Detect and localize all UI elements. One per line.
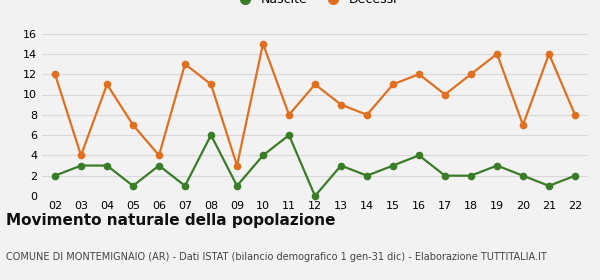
Legend: Nascite, Decessi: Nascite, Decessi — [227, 0, 403, 11]
Text: COMUNE DI MONTEMIGNAIO (AR) - Dati ISTAT (bilancio demografico 1 gen-31 dic) - E: COMUNE DI MONTEMIGNAIO (AR) - Dati ISTAT… — [6, 252, 547, 262]
Text: Movimento naturale della popolazione: Movimento naturale della popolazione — [6, 213, 335, 228]
